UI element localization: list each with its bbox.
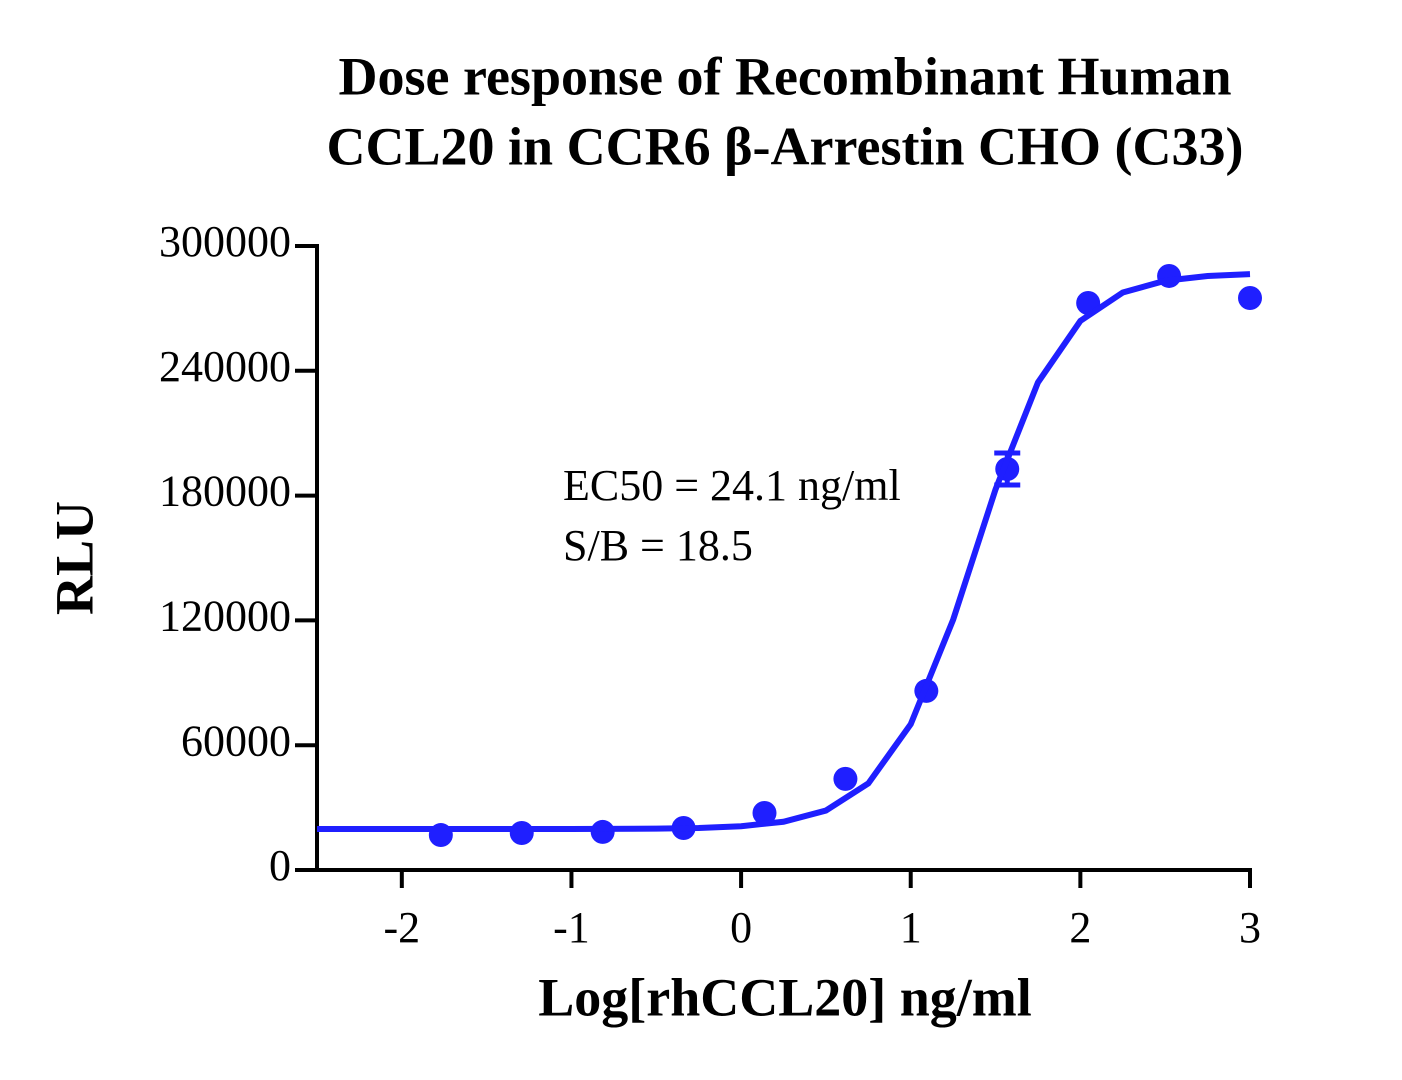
y-tick-label: 240000: [159, 342, 291, 391]
x-tick-label: 3: [1239, 903, 1261, 952]
y-tick-label: 300000: [159, 217, 291, 266]
x-tick-label: 1: [900, 903, 922, 952]
data-point: [1238, 286, 1262, 310]
x-tick-label: 0: [730, 903, 752, 952]
x-axis-label: Log[rhCCL20] ng/ml: [538, 967, 1032, 1027]
y-tick-label: 120000: [159, 591, 291, 640]
chart-title: Dose response of Recombinant Human: [338, 46, 1231, 106]
x-tick-label: -2: [383, 903, 420, 952]
x-tick-label: -1: [553, 903, 590, 952]
y-axis-label: RLU: [44, 501, 104, 615]
data-point: [509, 820, 534, 845]
chart-title: CCL20 in CCR6 β-Arrestin CHO (C33): [327, 116, 1244, 176]
y-tick-label: 0: [269, 841, 291, 890]
data-point: [752, 801, 777, 826]
x-tick-label: 2: [1069, 903, 1091, 952]
fit-curve: [317, 271, 1251, 833]
data-point: [833, 766, 858, 791]
annotation: S/B = 18.5: [563, 521, 753, 570]
y-tick-label: 60000: [181, 716, 291, 765]
y-tick-label: 180000: [159, 467, 291, 516]
annotation: EC50 = 24.1 ng/ml: [563, 461, 901, 510]
data-point: [590, 819, 615, 844]
